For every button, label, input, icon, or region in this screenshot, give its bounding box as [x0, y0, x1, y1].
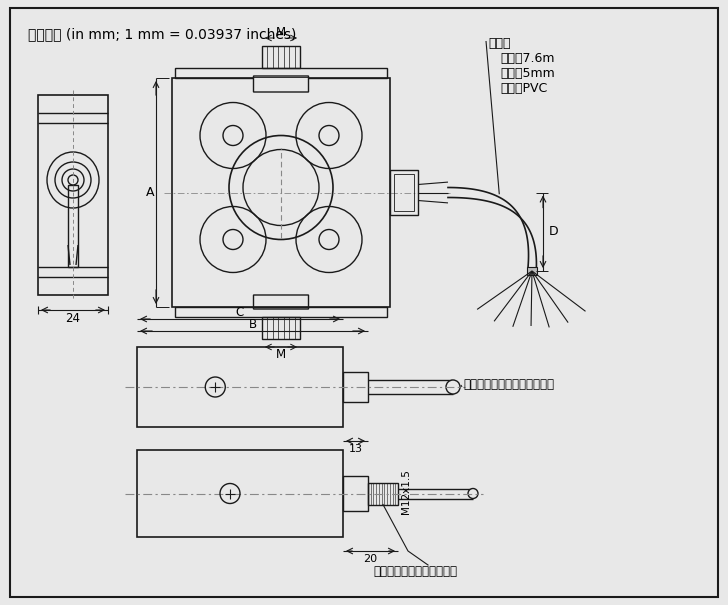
Text: D: D [549, 225, 558, 238]
Text: M: M [276, 25, 286, 39]
Circle shape [446, 380, 460, 394]
Bar [343, 476, 368, 511]
Text: 长度：7.6m: 长度：7.6m [500, 52, 555, 65]
Bar [175, 68, 387, 78]
Text: 24: 24 [66, 312, 81, 324]
Bar [394, 174, 414, 211]
Bar [368, 483, 398, 505]
Text: C: C [236, 306, 244, 318]
Bar [253, 78, 309, 92]
Text: M12x1.5: M12x1.5 [401, 469, 411, 514]
Bar [262, 317, 300, 339]
Text: 13: 13 [349, 444, 363, 454]
Bar [137, 450, 343, 537]
Bar [390, 170, 418, 215]
Bar [172, 78, 390, 307]
Circle shape [468, 488, 478, 499]
Bar [68, 185, 78, 267]
Text: A: A [146, 186, 154, 199]
Text: 20: 20 [363, 554, 378, 564]
Text: 外形尺寸 (in mm; 1 mm = 0.03937 inches): 外形尺寸 (in mm; 1 mm = 0.03937 inches) [28, 27, 296, 41]
Bar [343, 372, 368, 402]
Text: 直径：5mm: 直径：5mm [500, 67, 555, 80]
Text: 有适配器用于电缆保护系统: 有适配器用于电缆保护系统 [373, 565, 457, 578]
Bar [175, 307, 387, 317]
Bar [527, 267, 537, 275]
Bar [137, 347, 343, 427]
Text: 材质：PVC: 材质：PVC [500, 82, 547, 95]
Bar [262, 46, 300, 68]
Text: 没有适配器用于电缆保护系统: 没有适配器用于电缆保护系统 [463, 379, 554, 391]
Text: M: M [276, 348, 286, 362]
Text: 线缆：: 线缆： [488, 37, 510, 50]
Bar [38, 95, 108, 295]
Text: B: B [248, 318, 256, 330]
